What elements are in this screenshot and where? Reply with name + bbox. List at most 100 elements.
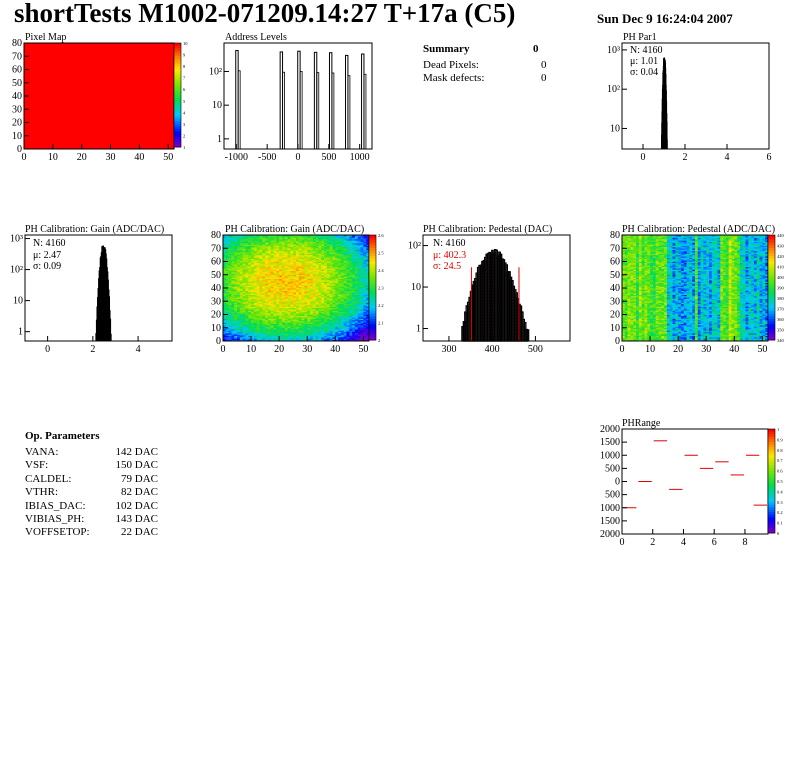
heatmap-cell	[245, 235, 249, 237]
heatmap-cell	[248, 306, 252, 309]
heatmap-cell	[281, 261, 286, 264]
heatmap-cell	[223, 244, 227, 246]
heatmap-cell	[234, 235, 238, 237]
heatmap-cell	[234, 318, 238, 321]
heatmap-cell	[256, 252, 260, 254]
heatmap-cell	[281, 306, 286, 309]
heatmap-cell	[276, 290, 280, 293]
x-tick-label: -500	[258, 152, 276, 163]
heatmap-cell	[273, 310, 277, 313]
heatmap-cell	[239, 322, 243, 325]
heatmap-cell	[231, 250, 235, 253]
heatmap-cell	[237, 331, 241, 334]
heatmap-cell	[234, 297, 238, 299]
heatmap-cell	[270, 334, 274, 336]
heatmap-cell	[234, 261, 238, 264]
heatmap-cell	[265, 335, 269, 338]
heatmap-cell	[234, 252, 238, 254]
heatmap-cell	[248, 331, 252, 334]
heatmap-cell	[245, 305, 249, 307]
heatmap-cell	[256, 265, 260, 268]
heatmap-cell	[239, 262, 243, 265]
heatmap-cell	[262, 242, 266, 245]
heatmap-cell	[225, 317, 229, 319]
heatmap-cell	[259, 257, 263, 260]
heatmap-cell	[245, 282, 249, 285]
heatmap-cell	[267, 294, 272, 297]
heatmap-cell	[281, 291, 286, 294]
x-tick-label: 0	[221, 344, 226, 355]
heatmap-cell	[228, 326, 232, 329]
heatmap-cell	[251, 310, 255, 313]
heatmap-cell	[267, 302, 272, 305]
heatmap-cell	[262, 306, 266, 309]
heatmap-cell	[276, 322, 280, 325]
heatmap-cell	[267, 273, 272, 276]
heatmap-cell	[231, 313, 235, 315]
heatmap-cell	[228, 260, 232, 262]
histogram-bar	[110, 333, 112, 342]
heatmap-cell	[225, 235, 229, 237]
stat-n: N: 4160	[33, 238, 66, 249]
heatmap-cell	[223, 327, 227, 330]
heatmap-cell	[253, 307, 257, 310]
heatmap-cell	[256, 305, 260, 307]
heatmap-cell	[251, 253, 255, 256]
timestamp: Sun Dec 9 16:24:04 2007	[597, 11, 733, 26]
heatmap-cell	[270, 307, 274, 310]
heatmap-cell	[287, 313, 291, 315]
heatmap-cell	[267, 319, 272, 322]
heatmap-cell	[287, 252, 291, 254]
heatmap-cell	[248, 314, 252, 317]
heatmap-cell	[262, 265, 266, 268]
palette-label: 2.5	[378, 251, 384, 256]
heatmap-cell	[276, 236, 280, 238]
heatmap-cell	[228, 303, 232, 306]
heatmap-cell	[284, 318, 288, 321]
heatmap-cell	[248, 323, 252, 326]
heatmap-cell	[251, 338, 255, 340]
heatmap-cell	[279, 323, 283, 326]
heatmap-cell	[270, 303, 274, 306]
heatmap-cell	[253, 285, 257, 287]
heatmap-cell	[231, 244, 235, 246]
heatmap-cell	[231, 307, 235, 310]
heatmap-cell	[270, 257, 274, 260]
heatmap-cell	[265, 330, 269, 333]
x-tick-label: 40	[330, 344, 340, 355]
heatmap-cell	[251, 297, 255, 299]
heatmap-cell	[245, 310, 249, 313]
heatmap-cell	[245, 244, 249, 246]
y-tick-label: 1	[217, 134, 222, 145]
heatmap-cell	[262, 338, 266, 340]
heatmap-cell	[270, 278, 274, 281]
heatmap-cell	[262, 290, 266, 293]
heatmap-cell	[228, 284, 232, 286]
heatmap-cell	[259, 289, 263, 291]
heatmap-cell	[284, 237, 288, 240]
heatmap-cell	[273, 337, 277, 339]
heatmap-cell	[231, 295, 235, 298]
heatmap-cell	[239, 242, 243, 245]
heatmap-cell	[267, 274, 272, 277]
heatmap-cell	[281, 313, 286, 315]
heatmap-cell	[234, 278, 238, 281]
heatmap-cell	[237, 240, 241, 242]
heatmap-cell	[276, 265, 280, 268]
heatmap-cell	[270, 268, 274, 270]
heatmap-cell	[237, 318, 241, 321]
heatmap-cell	[267, 291, 272, 294]
heatmap-cell	[265, 248, 269, 250]
heatmap-cell	[256, 285, 260, 287]
heatmap-cell	[248, 269, 252, 272]
x-tick-label: 4	[136, 344, 141, 355]
heatmap-cell	[284, 331, 288, 334]
heatmap-cell	[228, 248, 232, 250]
heatmap-cell	[248, 301, 252, 303]
heatmap-cell	[287, 286, 291, 289]
heatmap-cell	[284, 314, 288, 317]
heatmap-cell	[253, 327, 257, 330]
heatmap-cell	[273, 327, 277, 330]
heatmap-cell	[276, 278, 280, 281]
heatmap-cell	[248, 265, 252, 268]
